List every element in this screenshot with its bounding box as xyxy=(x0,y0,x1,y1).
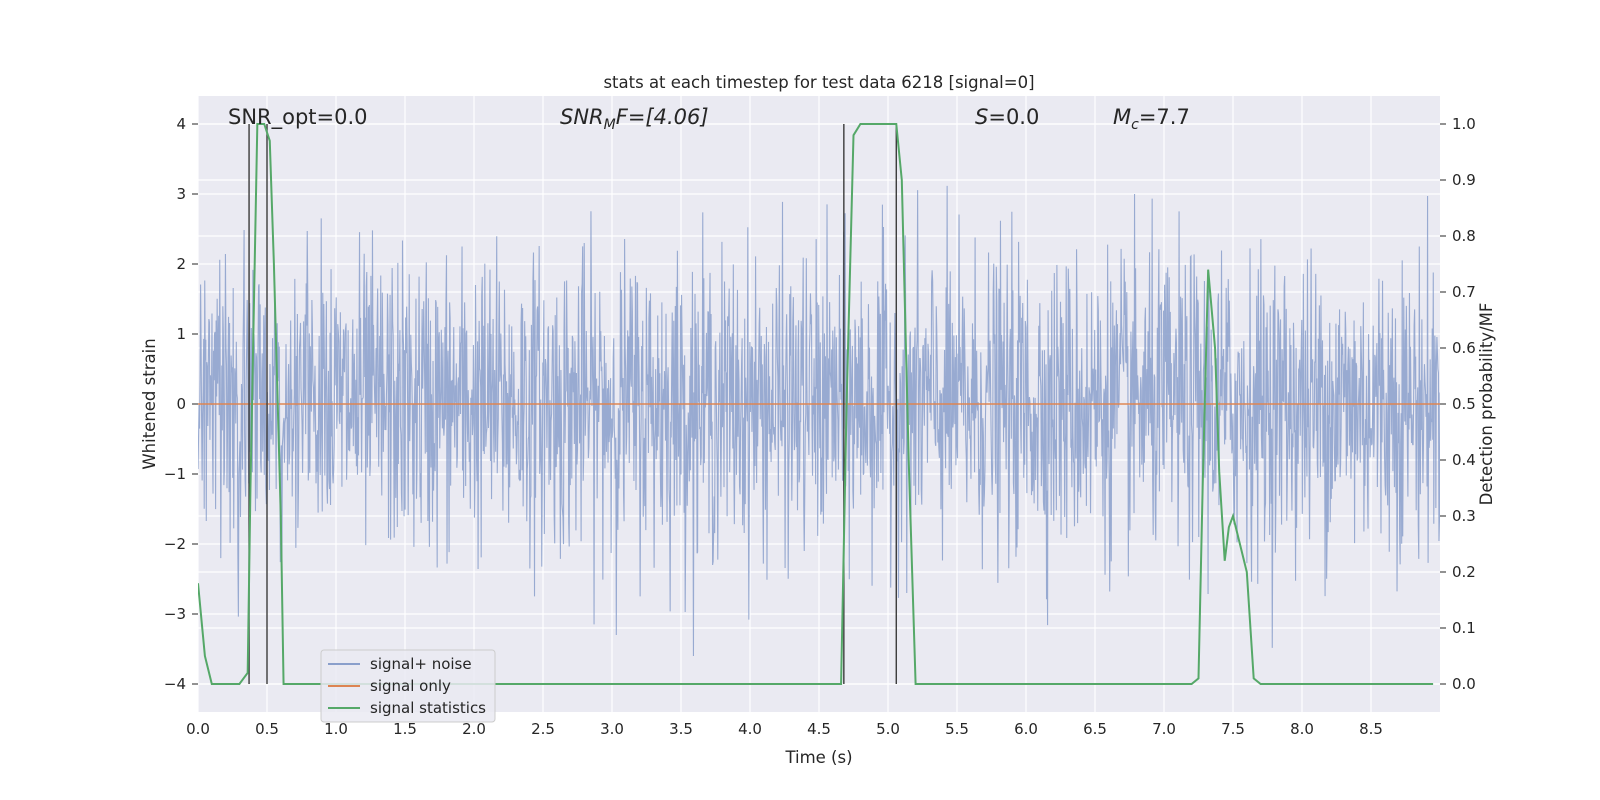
ticks: 0.0 0.5 1.0 1.5 2.0 2.5 3.0 3.5 4.0 4.5 5.0 5.5 6.0 6… xyxy=(164,115,1476,738)
x-tick-label: 3.5 xyxy=(669,720,693,738)
x-tick-label: 4.5 xyxy=(807,720,831,738)
x-tick-label: 7.5 xyxy=(1221,720,1245,738)
annotation-snr-mf-value: F=[4.06] xyxy=(616,105,709,129)
y2-tick-label: 0.7 xyxy=(1452,283,1476,301)
series-lines xyxy=(198,123,1440,685)
x-tick-label: 6.0 xyxy=(1014,720,1038,738)
x-tick-label: 8.0 xyxy=(1290,720,1314,738)
y-tick-label: −1 xyxy=(164,465,186,483)
legend-label-signal-statistics: signal statistics xyxy=(370,699,486,717)
x-axis-label: Time (s) xyxy=(784,748,852,767)
x-tick-label: 1.5 xyxy=(393,720,417,738)
signal-noise-line xyxy=(198,185,1440,657)
legend-box xyxy=(320,649,496,723)
x-tick-label: 0.5 xyxy=(255,720,279,738)
x-tick-label: 1.0 xyxy=(324,720,348,738)
legend-label-signal-only: signal only xyxy=(370,677,451,695)
y2-axis-label: Detection probability/MF xyxy=(1477,303,1496,506)
annotation-mc: Mc=7.7 xyxy=(1113,105,1190,133)
annotation-s-value: =0.0 xyxy=(988,105,1039,129)
legend-label-signal-noise: signal+ noise xyxy=(370,655,472,673)
x-tick-label: 6.5 xyxy=(1083,720,1107,738)
y-tick-label: −2 xyxy=(164,535,186,553)
annotation-mc-value: =7.7 xyxy=(1139,105,1190,129)
y-axis-label: Whitened strain xyxy=(140,338,159,469)
x-tick-label: 8.5 xyxy=(1359,720,1383,738)
y-tick-label: −3 xyxy=(164,605,186,623)
annotation-mc-subscript: c xyxy=(1131,117,1139,133)
y2-tick-label: 0.6 xyxy=(1452,339,1476,357)
y2-tick-label: 0.4 xyxy=(1452,451,1476,469)
y-tick-label: 0 xyxy=(176,395,186,413)
y-tick-label: 3 xyxy=(176,185,186,203)
annotation-s-symbol: S xyxy=(975,105,988,129)
x-tick-label: 0.0 xyxy=(186,720,210,738)
y2-tick-label: 0.8 xyxy=(1452,227,1476,245)
y-tick-label: −4 xyxy=(164,675,186,693)
y2-tick-label: 0.0 xyxy=(1452,675,1476,693)
chart-title: stats at each timestep for test data 621… xyxy=(603,73,1034,92)
annotation-mc-symbol: M xyxy=(1113,105,1131,129)
annotation-snr-mf-symbol: SNR xyxy=(560,105,604,129)
y2-tick-label: 0.3 xyxy=(1452,507,1476,525)
signal-statistics-line xyxy=(198,123,1434,685)
annotation-snr-mf: SNRMF=[4.06] xyxy=(560,105,709,133)
y2-tick-label: 0.5 xyxy=(1452,395,1476,413)
y2-tick-label: 1.0 xyxy=(1452,115,1476,133)
x-tick-label: 2.0 xyxy=(462,720,486,738)
annotation-s: S=0.0 xyxy=(975,105,1039,129)
y2-tick-label: 0.2 xyxy=(1452,563,1476,581)
y2-tick-label: 0.9 xyxy=(1452,171,1476,189)
legend: signal+ noise signal only signal statist… xyxy=(320,649,496,723)
y-tick-label: 2 xyxy=(176,255,186,273)
x-tick-label: 2.5 xyxy=(531,720,555,738)
y2-tick-label: 0.1 xyxy=(1452,619,1476,637)
x-tick-label: 7.0 xyxy=(1152,720,1176,738)
x-tick-label: 3.0 xyxy=(600,720,624,738)
annotation-snr-mf-subscript: M xyxy=(604,117,616,133)
series-signal-noise xyxy=(198,185,1440,657)
annotation-snr-opt: SNR_opt=0.0 xyxy=(228,105,368,130)
x-tick-label: 5.5 xyxy=(945,720,969,738)
x-tick-label: 4.0 xyxy=(738,720,762,738)
y-tick-label: 1 xyxy=(176,325,186,343)
y-tick-label: 4 xyxy=(176,115,186,133)
x-tick-label: 5.0 xyxy=(876,720,900,738)
